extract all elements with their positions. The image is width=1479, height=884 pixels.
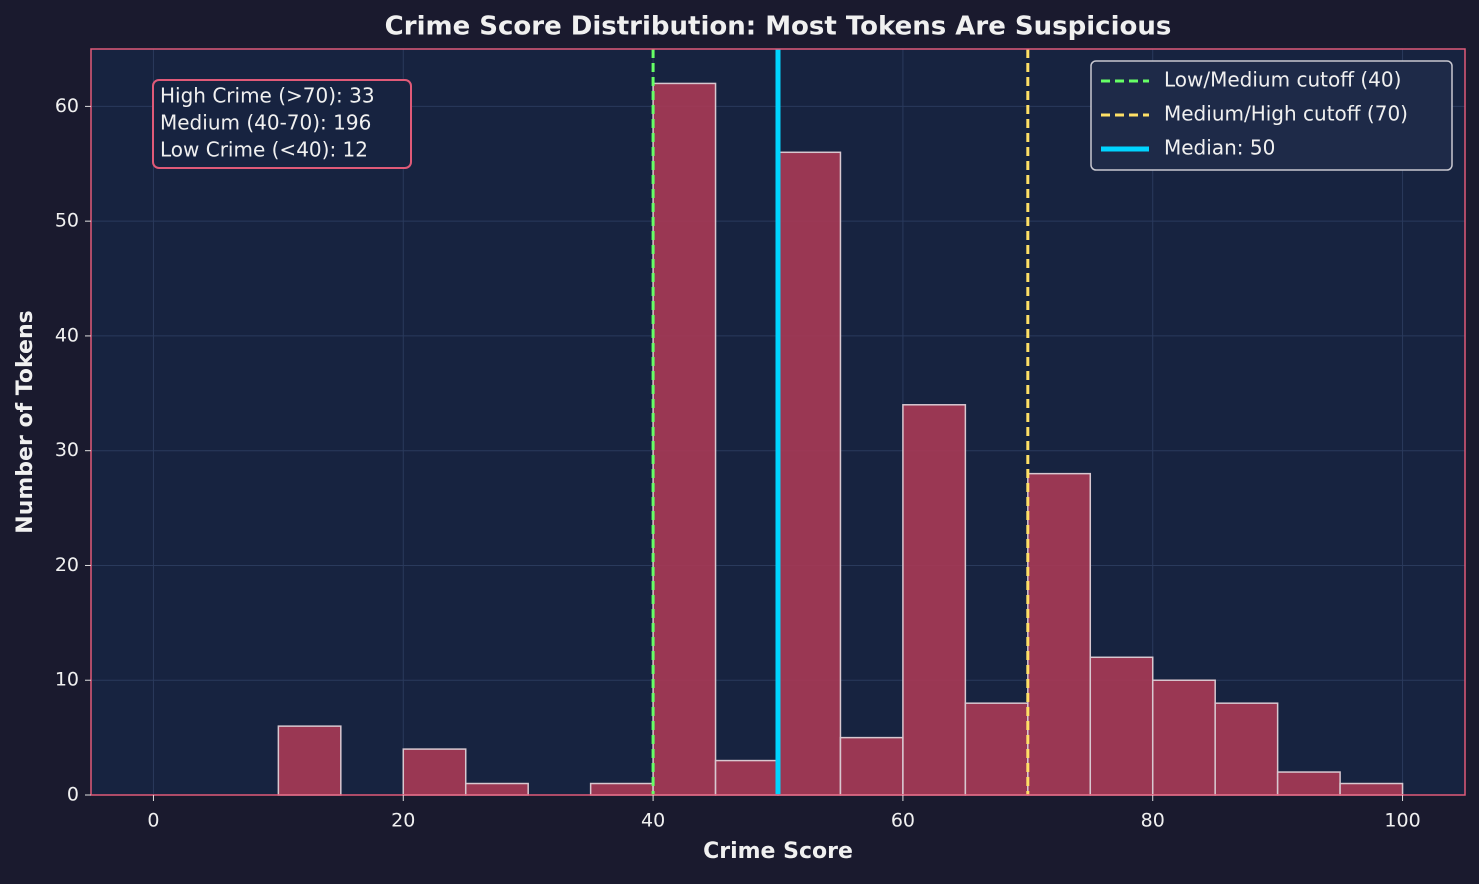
bar: [714, 759, 779, 796]
bar: [777, 151, 842, 796]
annotation: High Crime (>70): 33 Medium (40-70): 196 L…: [160, 84, 375, 162]
bar: [1027, 472, 1092, 796]
x-tick-label: 0: [147, 810, 159, 832]
y-tick-label: 10: [55, 669, 79, 691]
bars: [277, 82, 1404, 796]
x-tick-label: 80: [1141, 810, 1165, 832]
x-tick-label: 100: [1384, 810, 1420, 832]
chart-title: Crime Score Distribution: Most Tokens Ar…: [385, 12, 1172, 42]
bar: [277, 725, 342, 796]
reference-lines: [651, 49, 1030, 795]
x-tick-label: 20: [391, 810, 415, 832]
bar: [464, 782, 529, 796]
annotation-line: Low Crime (<40): 12: [160, 138, 368, 162]
bar: [1276, 771, 1341, 796]
bar: [964, 702, 1029, 796]
bar: [1214, 702, 1279, 796]
legend-label: Median: 50: [1164, 136, 1275, 160]
bar: [402, 748, 467, 796]
bar: [902, 404, 967, 796]
bar: [589, 782, 654, 796]
y-tick-label: 40: [55, 324, 79, 346]
x-tick-label: 60: [891, 810, 915, 832]
y-axis-label: Number of Tokens: [13, 310, 38, 533]
y-tick-label: 60: [55, 95, 79, 117]
bar: [1151, 679, 1216, 796]
bar: [652, 82, 717, 796]
y-tick-label: 20: [55, 554, 79, 576]
legend-label: Low/Medium cutoff (40): [1164, 68, 1401, 92]
plot-frame: [90, 48, 1466, 796]
annotation-line: Medium (40-70): 196: [160, 111, 371, 135]
y-tick-label: 30: [55, 439, 79, 461]
bar: [1339, 782, 1404, 796]
bar: [839, 736, 904, 796]
legend-box: [1090, 60, 1453, 171]
bar: [1089, 656, 1154, 796]
legend-label: Medium/High cutoff (70): [1164, 102, 1408, 126]
legend: Low/Medium cutoff (40) Medium/High cutoff…: [1101, 68, 1408, 160]
y-tick-label: 0: [67, 784, 79, 806]
x-tick-label: 40: [641, 810, 665, 832]
annotation-line: High Crime (>70): 33: [160, 84, 375, 108]
x-axis-label: Crime Score: [703, 839, 853, 864]
y-tick-label: 50: [55, 210, 79, 232]
annotation-box: [152, 79, 412, 169]
